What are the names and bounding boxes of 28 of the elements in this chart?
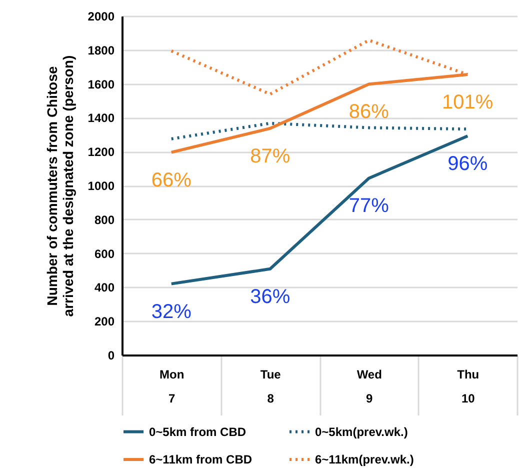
x-tick-label: Tue 8 — [260, 368, 282, 406]
legend-label: 6~11km(prev.wk.) — [315, 452, 414, 466]
y-tick-label: 1600 — [88, 77, 115, 92]
annotation: 66% — [151, 169, 192, 192]
y-tick-label: 0 — [108, 348, 115, 362]
legend-label: 0~5km(prev.wk.) — [315, 424, 408, 439]
y-tick-label: 2000 — [88, 10, 115, 24]
annotation: 77% — [348, 195, 390, 218]
y-tick-label: 800 — [94, 212, 115, 227]
y-tick-label: 1200 — [88, 145, 115, 160]
annotation: 36% — [250, 286, 290, 308]
legend-label: 6~11km from CBD — [149, 452, 252, 466]
y-tick-label: 1800 — [88, 43, 115, 58]
x-tick-label: Mon 7 — [160, 368, 184, 406]
y-tick-label: 400 — [94, 280, 115, 295]
y-tick-label: 200 — [94, 314, 115, 329]
annotation: 96% — [448, 153, 488, 176]
y-tick-label: 600 — [94, 246, 115, 261]
annotation: 32% — [151, 300, 192, 323]
y-axis-title: Number of commuters from Chitose arrived at the designated zone (person) — [44, 55, 76, 317]
legend-label: 0~5km from CBD — [149, 424, 246, 439]
annotation: 86% — [348, 101, 390, 124]
y-tick-label: 1400 — [88, 111, 115, 126]
annotation: 87% — [250, 145, 290, 168]
y-tick-label: 1000 — [88, 179, 115, 193]
x-tick-label: Wed 9 — [356, 368, 382, 406]
x-tick-label: Thu 10 — [457, 368, 480, 406]
annotation: 101% — [442, 91, 494, 114]
